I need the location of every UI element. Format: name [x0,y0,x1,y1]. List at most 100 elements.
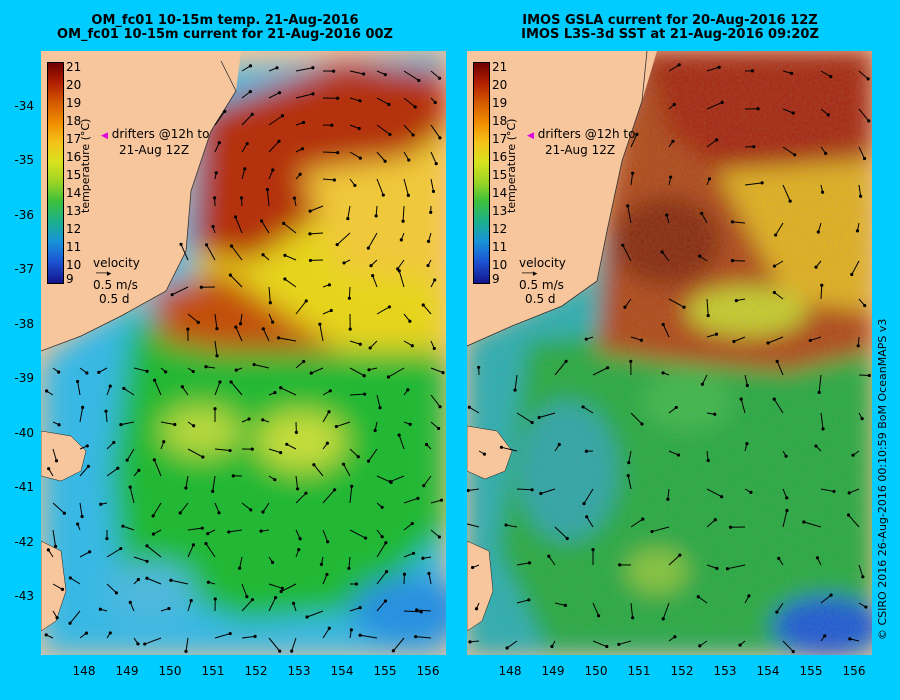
current-vector-arrow [706,412,717,416]
current-vector-arrow [227,529,243,534]
current-vector-arrow [391,637,405,653]
current-vector-arrow [539,488,556,496]
current-vector-arrow [668,450,681,457]
current-vector-arrow [133,556,149,563]
current-vector-arrow [725,564,746,571]
current-vector-arrow [241,142,249,153]
current-vector-arrow [122,386,135,396]
current-vector-arrow [322,441,329,450]
current-vector-arrow [430,151,438,166]
current-vector-arrow [106,546,123,558]
current-vector-arrow [268,91,282,99]
current-vector-arrow [554,359,568,376]
current-vector-arrow [268,168,275,180]
current-vector-arrow [349,582,359,586]
current-vector-arrow [349,628,353,639]
current-vector-arrow [318,322,324,342]
colorbar-tick: 20 [492,78,508,92]
current-vector-arrow [808,336,822,343]
lon-tick: 151 [201,664,225,678]
current-vector-arrow [706,518,717,528]
current-vector-arrow [214,340,219,358]
current-vector-arrow [348,313,352,331]
current-vector-arrow [169,578,189,585]
current-vector-arrow [349,484,354,504]
current-vector-arrow [738,640,746,647]
right-title-line1: IMOS GSLA current for 20-Aug-2016 12Z [522,13,818,28]
current-vector-arrow [430,367,445,375]
current-vector-arrow [160,367,168,374]
current-vector-arrow [403,421,412,426]
current-vector-arrow [626,474,632,490]
current-vector-arrow [52,583,65,591]
current-vector-arrow [376,529,384,539]
current-vector-arrow [106,631,112,639]
current-vector-arrow [143,637,162,646]
current-vector-arrow [334,421,351,429]
current-vector-arrow [44,389,54,396]
current-vector-arrow [241,634,257,639]
drifters-line1: drifters @12h to [537,127,636,141]
current-vector-arrow [241,89,252,99]
current-vector-arrow [782,108,795,115]
current-vector-arrow [268,114,285,126]
current-vector-arrow [133,637,140,646]
current-vector-arrow [268,391,277,396]
current-vector-arrow [706,65,721,72]
current-vector-arrow [739,397,746,414]
current-vector-arrow [44,633,54,639]
current-vector-arrow [782,70,794,75]
current-vector-arrow [847,488,860,495]
current-vector-arrow [322,283,332,288]
velocity-line1: velocity [93,256,140,270]
current-vector-arrow [261,253,270,261]
current-vector-arrow [104,409,108,423]
colorbar-tick: 19 [66,96,82,110]
current-vector-arrow [184,475,189,490]
current-vector-arrow [376,502,384,509]
current-vector-arrow [397,269,405,288]
current-vector-arrow [79,502,84,519]
current-vector-arrow [322,151,340,155]
current-vector-arrow [777,556,784,566]
current-vector-arrow [422,475,432,488]
current-vector-arrow [744,69,754,73]
current-vector-arrow [369,259,378,268]
current-vector-arrow [160,606,171,612]
current-vector-arrow [322,123,334,127]
current-vector-arrow [238,313,243,326]
current-vector-arrow [371,274,378,288]
current-vector-arrow [295,66,315,72]
current-vector-arrow [241,447,254,451]
current-vector-arrow [349,178,357,188]
velocity-line1: velocity [519,256,566,270]
current-vector-arrow [367,367,378,372]
lon-tick: 149 [541,664,565,678]
current-vector-arrow [467,523,480,528]
drifters-legend: ◀ drifters @12h to 21-Aug 12Z [527,127,635,157]
current-vector-arrow [376,70,387,77]
current-vector-arrow [291,601,297,612]
lon-tick: 148 [498,664,522,678]
lat-tick: -35 [14,153,34,167]
colorbar-tick: 12 [492,222,508,236]
current-vector-arrow [618,563,632,567]
current-vector-arrow [820,70,833,79]
current-vector-arrow [430,70,442,80]
current-vector-arrow [295,172,302,180]
lat-tick: -40 [14,426,34,440]
current-vector-arrow [706,298,710,318]
current-vector-arrow [261,418,270,423]
current-vector-arrow [388,475,405,484]
current-vector-arrow [52,448,59,463]
current-vector-arrow [187,543,196,558]
current-vector-arrow [706,138,719,148]
current-vector-arrow [814,444,822,452]
current-vector-arrow [368,340,378,350]
current-vector-arrow [782,146,797,157]
current-vector-arrow [52,610,59,620]
current-vector-arrow [376,97,391,107]
current-vector-arrow [75,379,81,396]
current-vector-arrow [322,572,329,585]
current-vector-arrow [145,544,162,558]
